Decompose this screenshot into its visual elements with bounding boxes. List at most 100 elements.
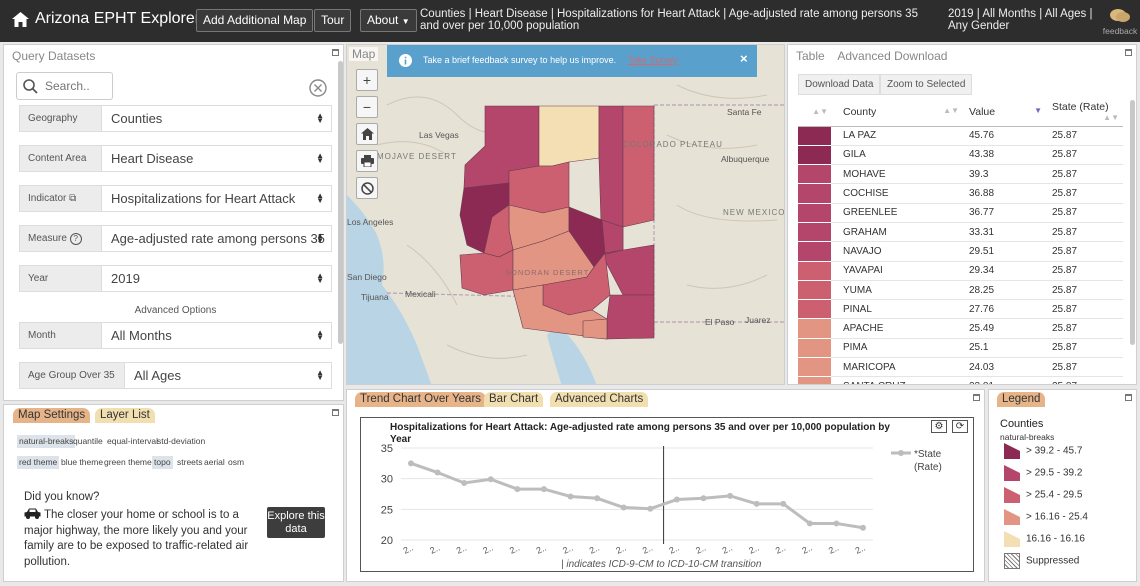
age-group-select[interactable]: Age Group Over 35 All Ages ▲ ▼ — [19, 362, 332, 389]
map-label: San Diego — [347, 272, 387, 282]
chip-std-deviation[interactable]: std-deviation — [157, 436, 206, 446]
tab-bar-chart[interactable]: Bar Chart — [484, 392, 544, 407]
chip-green-theme[interactable]: green theme — [104, 457, 152, 467]
zoom-in-button[interactable]: + — [356, 69, 378, 91]
chart-plot: 20 25 30 35 2.. 2.. 2.. 2.. 2.. 2.. 2.. 2.. 2.. 2.. 2.… — [381, 443, 942, 556]
column-header-county[interactable]: County ▲▼ — [831, 98, 963, 127]
column-header-value-label: Value — [969, 105, 996, 118]
table-row[interactable]: LA PAZ 45.76 25.87 — [798, 126, 1123, 146]
app-logo[interactable]: Arizona EPHT Explorer — [12, 10, 200, 28]
color-swatch — [798, 241, 831, 262]
external-link-icon[interactable]: ⧉ — [69, 193, 77, 204]
chip-streets[interactable]: streets — [177, 457, 203, 467]
table-row[interactable]: GILA 43.38 25.87 — [798, 145, 1123, 166]
chip-equal-interval[interactable]: equal-interval — [107, 436, 159, 446]
month-select[interactable]: Month All Months ▲ ▼ — [19, 322, 332, 349]
chart-settings-button[interactable]: ⚙ — [931, 420, 947, 433]
maximize-icon[interactable] — [973, 394, 980, 401]
data-point — [514, 486, 521, 493]
tab-advanced-download[interactable]: Advanced Download — [837, 49, 948, 63]
table-row[interactable]: NAVAJO 29.51 25.87 — [798, 241, 1123, 262]
value-cell: 39.3 — [963, 164, 1046, 185]
color-swatch — [798, 261, 831, 281]
explore-data-button[interactable]: Explore this data — [267, 507, 325, 538]
indicator-select[interactable]: Indicator ⧉ Hospitalizations for Heart A… — [19, 185, 332, 212]
sort-caret-icon: ▲ ▼ — [316, 328, 324, 342]
geography-select[interactable]: Geography Counties ▲ ▼ — [19, 105, 332, 132]
zoom-out-button[interactable]: − — [356, 96, 378, 118]
table-row[interactable]: GRAHAM 33.31 25.87 — [798, 222, 1123, 243]
zoom-to-selected-button[interactable]: Zoom to Selected — [880, 74, 973, 95]
tab-advanced-charts[interactable]: Advanced Charts — [550, 392, 649, 407]
color-swatch — [798, 299, 831, 320]
map-canvas[interactable]: Las Vegas MOJAVE DESERT Los Angeles San … — [347, 45, 785, 385]
maximize-icon[interactable] — [332, 409, 339, 416]
tab-trend-chart[interactable]: Trend Chart Over Years — [355, 392, 487, 407]
about-menu[interactable]: About ▼ — [360, 9, 417, 32]
x-tick-label: 2.. — [668, 543, 681, 556]
clear-selection-button[interactable] — [356, 177, 378, 199]
county-cell: GREENLEE — [831, 203, 963, 223]
sort-icon: ▲▼ — [943, 105, 959, 115]
query-scrollbar[interactable] — [338, 61, 343, 344]
take-survey-link[interactable]: Take Survey — [628, 55, 678, 65]
table-row[interactable]: YAVAPAI 29.34 25.87 — [798, 261, 1123, 281]
state-rate-cell: 25.87 — [1046, 126, 1123, 146]
year-select[interactable]: Year 2019 ▲ ▼ — [19, 265, 332, 292]
table-row[interactable]: PIMA 25.1 25.87 — [798, 338, 1123, 359]
sort-icon[interactable]: ▲▼ — [798, 98, 831, 127]
maximize-icon[interactable] — [1125, 394, 1132, 401]
add-map-button[interactable]: Add Additional Map — [196, 9, 314, 32]
download-data-button[interactable]: Download Data — [798, 74, 881, 95]
table-row[interactable]: PINAL 27.76 25.87 — [798, 299, 1123, 320]
chart-refresh-button[interactable]: ⟳ — [952, 420, 968, 433]
table-row[interactable]: COCHISE 36.88 25.87 — [798, 183, 1123, 204]
legend-swatch — [1004, 553, 1020, 569]
table-row[interactable]: GREENLEE 36.77 25.87 — [798, 203, 1123, 223]
clear-search-icon[interactable] — [309, 79, 327, 97]
chip-blue-theme[interactable]: blue theme — [61, 457, 104, 467]
table-row[interactable]: MARICOPA 24.03 25.87 — [798, 357, 1123, 378]
sort-caret-icon: ▲ ▼ — [316, 368, 324, 382]
home-extent-button[interactable] — [356, 123, 378, 145]
table-row[interactable]: MOHAVE 39.3 25.87 — [798, 164, 1123, 185]
sort-caret-icon: ▲ ▼ — [316, 271, 324, 285]
maximize-icon[interactable] — [1125, 49, 1132, 56]
close-icon[interactable]: × — [740, 51, 748, 66]
column-header-value[interactable]: Value ▼ — [963, 98, 1046, 127]
did-you-know-text: The closer your home or school is to a m… — [24, 509, 249, 568]
print-button[interactable] — [356, 150, 378, 172]
data-point — [594, 495, 601, 502]
chip-topo[interactable]: topo — [152, 456, 173, 469]
tour-button[interactable]: Tour — [314, 9, 352, 32]
table-row[interactable]: APACHE 25.49 25.87 — [798, 318, 1123, 339]
chip-red-theme[interactable]: red theme — [17, 456, 60, 469]
table-scrollbar[interactable] — [1130, 100, 1135, 345]
feedback-button[interactable]: feedback — [1102, 8, 1138, 36]
month-label: Month — [28, 330, 56, 341]
data-point — [860, 524, 866, 531]
measure-select[interactable]: Measure ? Age-adjusted rate among person… — [19, 225, 332, 252]
column-header-state-rate[interactable]: State (Rate) ▲▼ — [1046, 98, 1123, 127]
state-rate-cell: 25.87 — [1046, 376, 1123, 384]
maximize-icon[interactable] — [332, 49, 339, 56]
tab-layer-list[interactable]: Layer List — [95, 408, 155, 423]
legend-label: (Rate) — [914, 462, 942, 473]
state-rate-cell: 25.87 — [1046, 183, 1123, 204]
search-box[interactable] — [16, 72, 113, 100]
search-input[interactable] — [45, 78, 109, 94]
chip-aerial[interactable]: aerial — [204, 457, 225, 467]
tab-legend[interactable]: Legend — [997, 392, 1046, 407]
content-area-select[interactable]: Content Area Heart Disease ▲ ▼ — [19, 145, 332, 172]
table-row[interactable]: SANTA CRUZ23.8125.87 — [798, 376, 1123, 384]
state-rate-cell: 25.87 — [1046, 338, 1123, 359]
table-row[interactable]: YUMA 28.25 25.87 — [798, 280, 1123, 301]
x-tick-label: 2.. — [428, 543, 441, 556]
chip-quantile[interactable]: quantile — [73, 436, 103, 446]
tab-map-settings[interactable]: Map Settings — [13, 408, 91, 423]
data-point — [620, 504, 627, 511]
help-icon[interactable]: ? — [69, 233, 82, 245]
chip-natural-breaks[interactable]: natural-breaks — [17, 435, 76, 448]
chip-osm[interactable]: osm — [228, 457, 245, 467]
tab-table[interactable]: Table — [796, 49, 825, 63]
